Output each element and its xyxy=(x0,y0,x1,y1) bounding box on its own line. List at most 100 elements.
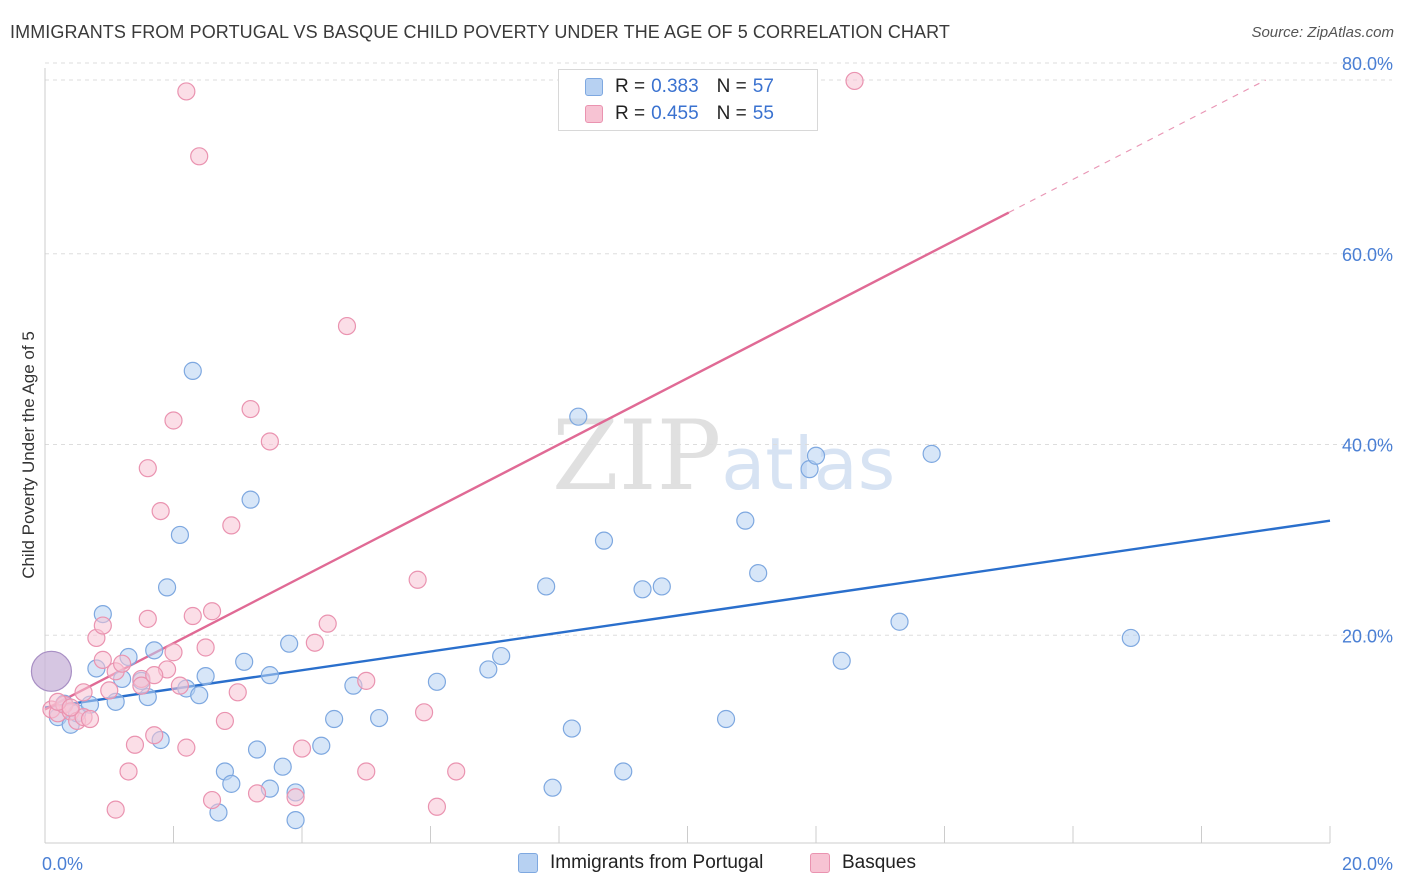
series-label-basques: Basques xyxy=(842,852,916,873)
point-basques xyxy=(183,606,202,626)
point-portugal xyxy=(325,709,344,729)
point-basques xyxy=(132,676,151,695)
point-portugal xyxy=(633,580,652,599)
y-tick-label: 40.0% xyxy=(1342,436,1393,456)
tick-labels: 20.0% 40.0% 60.0% 80.0% 0.0% 20.0% xyxy=(42,54,1393,874)
legend-swatch-pink xyxy=(585,105,603,123)
point-basques xyxy=(61,698,80,717)
point-portugal xyxy=(543,778,562,797)
point-basques xyxy=(151,501,170,521)
point-portugal xyxy=(30,650,73,692)
point-basques xyxy=(357,671,376,690)
point-portugal xyxy=(260,666,279,685)
point-basques xyxy=(80,709,100,729)
series-legend-portugal: Immigrants from Portugal xyxy=(518,852,763,874)
point-portugal xyxy=(537,577,556,596)
point-basques xyxy=(222,516,241,535)
point-portugal xyxy=(170,525,190,545)
point-portugal xyxy=(427,672,447,691)
point-portugal xyxy=(196,666,215,686)
point-portugal xyxy=(479,660,498,679)
source-label: Source: ZipAtlas.com xyxy=(1251,24,1394,41)
legend-row-portugal: R = 0.383 N = 57 xyxy=(585,74,774,100)
point-basques xyxy=(177,738,196,757)
legend-n-label: N = xyxy=(716,76,747,97)
point-basques xyxy=(215,711,234,731)
point-basques xyxy=(318,614,337,633)
point-basques xyxy=(357,762,376,781)
point-basques xyxy=(337,316,357,336)
legend-row-basques: R = 0.455 N = 55 xyxy=(585,101,774,127)
point-basques xyxy=(145,666,164,685)
point-basques xyxy=(100,681,119,700)
point-basques xyxy=(305,633,324,652)
point-basques xyxy=(74,683,93,702)
point-basques xyxy=(292,739,312,758)
legend-n-value: 55 xyxy=(752,103,774,124)
point-portugal xyxy=(145,641,164,660)
point-basques xyxy=(247,784,267,803)
trend-line-portugal xyxy=(44,519,1331,709)
x-tick-label: 0.0% xyxy=(42,854,83,874)
point-basques xyxy=(190,147,209,166)
point-portugal xyxy=(235,652,254,671)
x-tick-label: 20.0% xyxy=(1342,854,1393,874)
correlation-legend: R = 0.383 N = 57 R = 0.455 N = 55 xyxy=(558,69,818,131)
y-tick-label: 80.0% xyxy=(1342,54,1393,74)
point-portugal xyxy=(370,708,389,728)
point-basques xyxy=(164,411,183,430)
point-basques xyxy=(408,570,427,589)
legend-r-value: 0.383 xyxy=(651,76,699,97)
point-portugal xyxy=(806,446,826,465)
point-basques xyxy=(286,788,305,807)
point-basques xyxy=(119,762,138,781)
legend-swatch-blue xyxy=(585,78,603,96)
legend-n-value: 57 xyxy=(752,76,774,97)
point-basques xyxy=(202,790,222,810)
series-legend: Immigrants from Portugal Basques xyxy=(0,852,1406,878)
point-basques xyxy=(138,459,157,478)
chart-title: IMMIGRANTS FROM PORTUGAL VS BASQUE CHILD… xyxy=(10,22,950,42)
point-portugal xyxy=(890,612,909,631)
y-tick-label: 20.0% xyxy=(1342,626,1393,646)
trend-line-basques-extension xyxy=(1008,79,1267,214)
point-basques xyxy=(164,643,183,662)
trend-line-basques xyxy=(44,211,1010,711)
point-basques xyxy=(845,71,864,91)
y-tick-label: 60.0% xyxy=(1342,245,1393,265)
point-basques xyxy=(414,703,434,722)
point-basques xyxy=(93,650,112,669)
point-portugal xyxy=(569,407,588,426)
point-basques xyxy=(447,762,466,781)
point-basques xyxy=(241,399,260,419)
point-basques xyxy=(228,683,247,702)
point-basques xyxy=(170,676,190,695)
point-portugal xyxy=(280,634,299,653)
point-basques xyxy=(138,609,157,628)
point-portugal xyxy=(492,646,511,666)
point-basques xyxy=(177,82,196,101)
point-portugal xyxy=(716,709,736,729)
point-basques xyxy=(145,726,164,745)
point-portugal xyxy=(922,444,941,463)
point-portugal xyxy=(652,577,671,596)
y-axis-label: Child Poverty Under the Age of 5 xyxy=(19,331,38,579)
point-portugal xyxy=(312,736,331,755)
series-legend-basques: Basques xyxy=(810,852,916,874)
point-portugal xyxy=(222,774,241,793)
point-basques xyxy=(196,638,215,657)
point-portugal xyxy=(594,531,614,550)
point-basques xyxy=(93,616,112,635)
point-basques xyxy=(260,432,279,451)
point-portugal xyxy=(157,578,177,597)
grid xyxy=(45,62,1392,636)
point-basques xyxy=(202,602,222,621)
data-points xyxy=(30,71,1140,830)
point-portugal xyxy=(190,686,209,705)
legend-r-label: R = xyxy=(615,76,646,97)
point-basques xyxy=(427,797,447,816)
legend-n-label: N = xyxy=(716,103,747,124)
point-portugal xyxy=(247,740,267,759)
legend-r-value: 0.455 xyxy=(651,103,699,124)
point-portugal xyxy=(562,719,581,738)
